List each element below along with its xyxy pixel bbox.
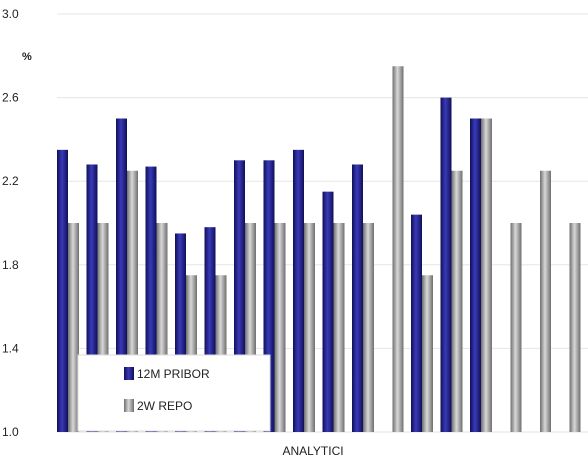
bar-2w-repo: [333, 223, 345, 432]
y-tick-label: 1.0: [2, 425, 19, 439]
y-tick-label: 2.6: [2, 91, 19, 105]
bar-2w-repo: [510, 223, 522, 432]
bar-2w-repo: [156, 223, 168, 432]
legend-label-2w-repo: 2W REPO: [137, 399, 192, 413]
bar-12m-pribor: [175, 233, 186, 432]
bar-12m-pribor: [57, 149, 68, 432]
bar-12m-pribor: [411, 214, 422, 432]
bar-12m-pribor: [234, 160, 245, 433]
bar-2w-repo: [97, 223, 109, 432]
legend-label-12m-pribor: 12M PRIBOR: [137, 367, 210, 381]
legend-swatch-12m-pribor: [124, 367, 134, 380]
bar-12m-pribor: [293, 149, 304, 432]
bar-2w-repo: [540, 170, 551, 432]
bar-12m-pribor: [145, 166, 157, 432]
bar-12m-pribor: [440, 97, 452, 432]
bar-12m-pribor: [204, 227, 216, 432]
bar-12m-pribor: [352, 164, 363, 433]
y-tick-label: 2.2: [2, 174, 19, 188]
bar-12m-pribor: [116, 118, 127, 432]
bars: [57, 66, 581, 433]
bar-2w-repo: [245, 223, 256, 432]
bar-12m-pribor: [322, 191, 334, 432]
bar-2w-repo: [569, 223, 581, 432]
bar-2w-repo: [127, 170, 138, 432]
bar-2w-repo: [304, 223, 315, 432]
legend: 12M PRIBOR 2W REPO: [77, 354, 271, 432]
y-axis-unit-label: %: [22, 51, 32, 63]
bar-2w-repo: [392, 66, 404, 432]
y-tick-label: 3.0: [2, 7, 19, 21]
bar-2w-repo: [363, 223, 374, 432]
bar-2w-repo: [68, 223, 79, 432]
x-axis-label: ANALYTICI: [282, 444, 343, 458]
y-tick-label: 1.4: [2, 341, 19, 355]
legend-box: [77, 354, 271, 432]
bar-2w-repo: [186, 275, 197, 432]
bar-2w-repo: [274, 223, 286, 432]
legend-swatch-2w-repo: [124, 399, 134, 412]
y-axis-ticks: 1.0 1.4 1.8 2.2 2.6 3.0: [2, 7, 19, 439]
bar-12m-pribor: [470, 118, 481, 432]
bar-2w-repo: [481, 118, 492, 432]
bar-2w-repo: [215, 275, 227, 432]
bar-2w-repo: [422, 275, 433, 432]
bar-2w-repo: [451, 170, 463, 432]
bar-12m-pribor: [263, 160, 275, 433]
bar-12m-pribor: [86, 164, 98, 433]
y-tick-label: 1.8: [2, 258, 19, 272]
